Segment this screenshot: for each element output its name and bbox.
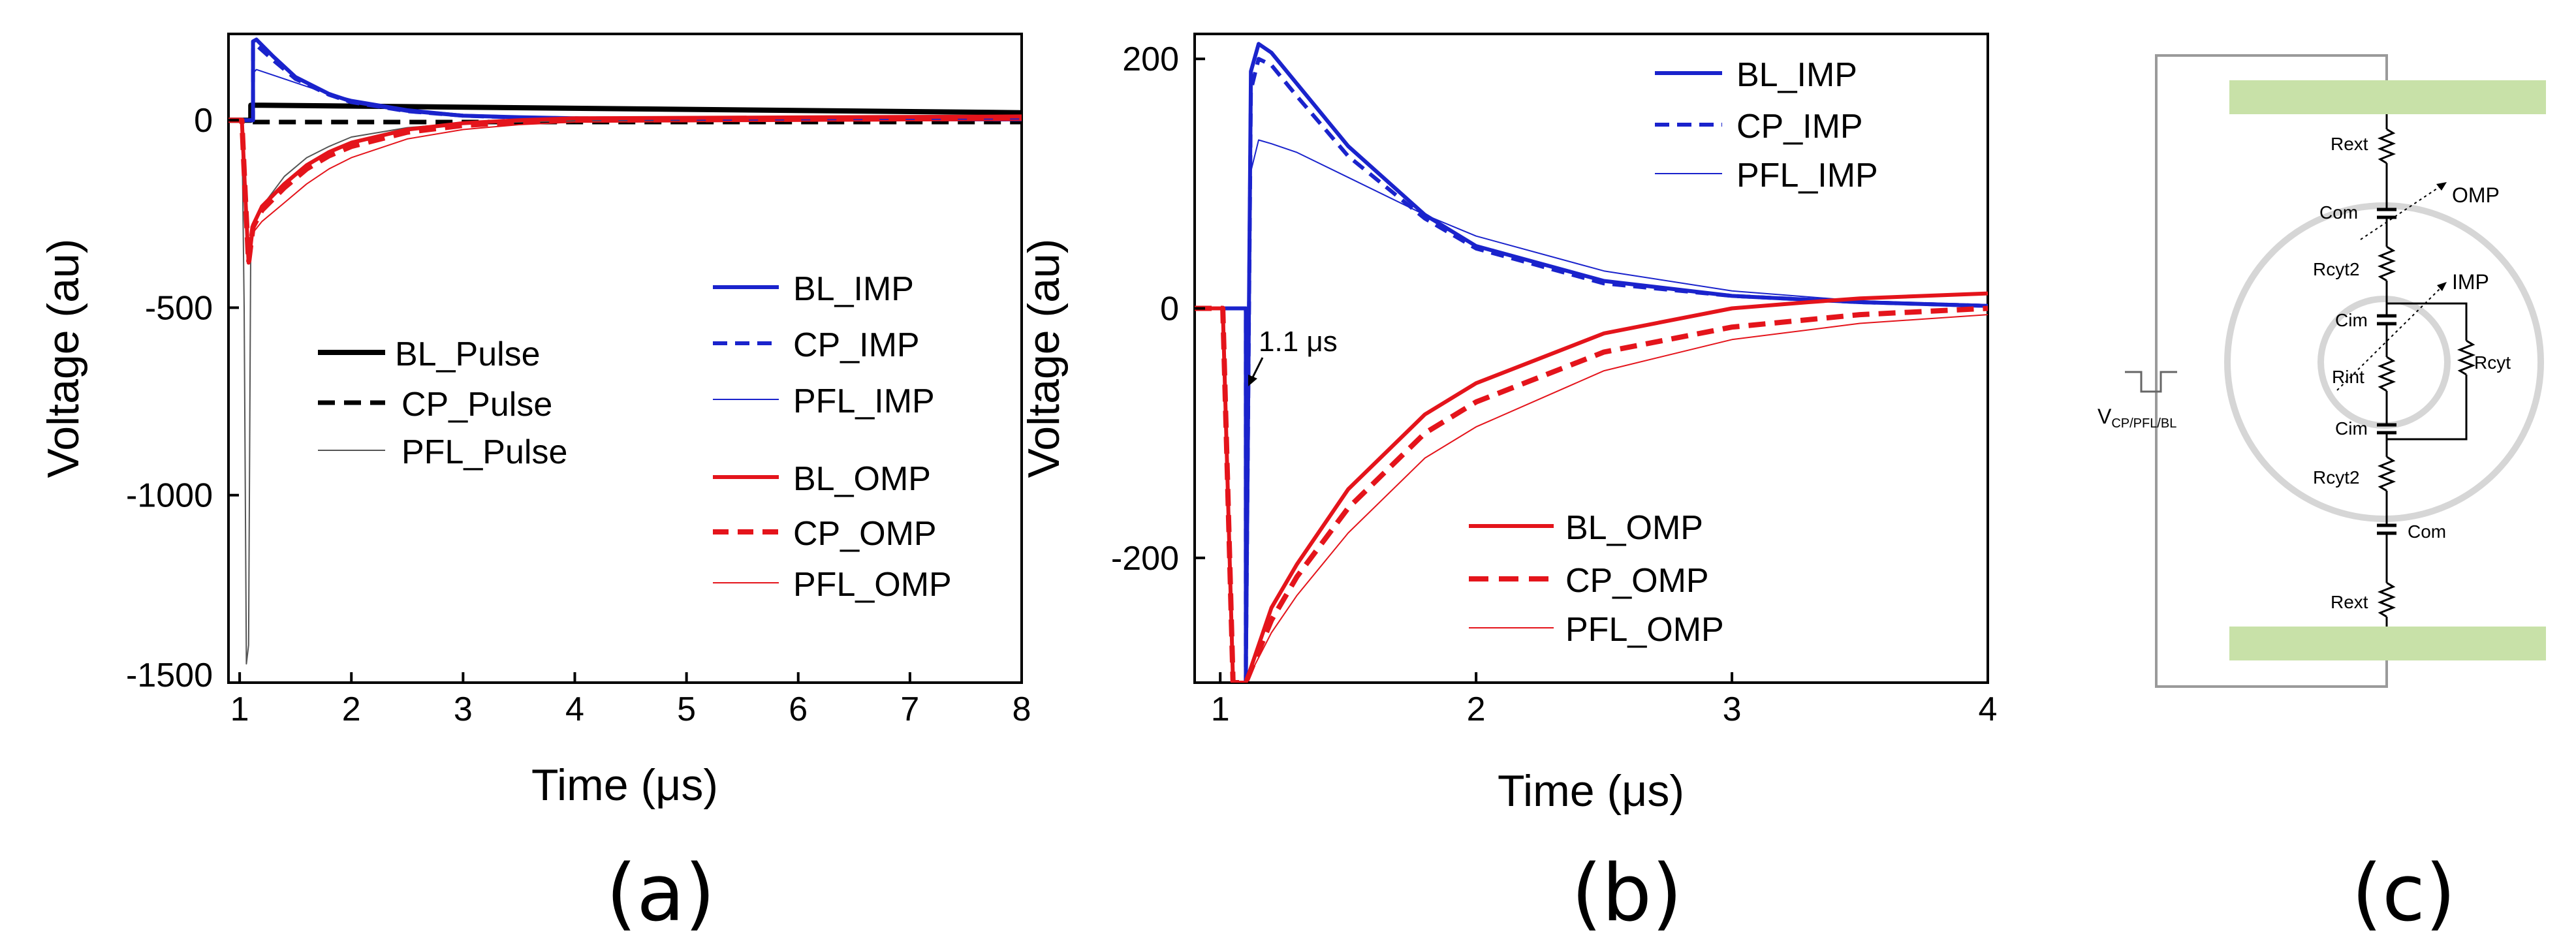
legend-label: PFL_OMP bbox=[1565, 611, 1724, 649]
x-axis-label-a: Time (μs) bbox=[531, 760, 718, 810]
legend-label: CP_IMP bbox=[1736, 108, 1863, 146]
resistor-rint bbox=[2377, 356, 2396, 392]
x-tick-label: 4 bbox=[565, 690, 584, 728]
x-tick-label: 3 bbox=[1723, 690, 1742, 728]
x-tick-label: 4 bbox=[1979, 690, 1998, 728]
label-rcyt: Rcyt bbox=[2474, 352, 2511, 373]
y-tick-label: -1500 bbox=[126, 657, 213, 694]
plot-frame-a bbox=[227, 33, 1023, 684]
circuit-main-branch bbox=[2377, 114, 2476, 627]
resistor-rext-bottom bbox=[2377, 581, 2396, 618]
ticks-a: 1 2 3 4 5 6 7 8 0 -500 -1000 -1500 bbox=[126, 102, 1031, 728]
legend-imp-b: BL_IMP CP_IMP PFL_IMP bbox=[1655, 56, 1878, 194]
imp-arrowhead bbox=[2437, 282, 2447, 291]
y-tick-label: 0 bbox=[194, 102, 213, 140]
legend-pulse: BL_Pulse CP_Pulse PFL_Pulse bbox=[318, 335, 567, 471]
cell-membrane-ring bbox=[2224, 202, 2544, 522]
legend-label: BL_IMP bbox=[793, 270, 914, 308]
legend-label: CP_OMP bbox=[1565, 562, 1709, 600]
legend-label: PFL_IMP bbox=[1736, 157, 1878, 194]
x-tick-label: 8 bbox=[1013, 690, 1031, 728]
legend-imp-omp-a: BL_IMP CP_IMP PFL_IMP BL_OMP CP_OMP PFL_… bbox=[713, 270, 952, 604]
x-axis-label-b: Time (μs) bbox=[1498, 766, 1684, 816]
label-rint: Rint bbox=[2332, 367, 2364, 387]
legend-label: PFL_IMP bbox=[793, 382, 935, 420]
series-line-pfl-omp bbox=[228, 119, 1022, 264]
series-line-pfl-imp bbox=[1195, 139, 1988, 683]
series-b bbox=[1195, 42, 1988, 683]
legend-label: BL_Pulse bbox=[395, 335, 541, 373]
rcyt-branch-bottom bbox=[2387, 375, 2468, 441]
x-tick-label: 2 bbox=[1467, 690, 1486, 728]
legend-label: BL_IMP bbox=[1736, 56, 1857, 94]
series-line-pfl-omp bbox=[1195, 307, 1988, 683]
label-rcyt2-bottom: Rcyt2 bbox=[2313, 467, 2360, 488]
legend-label: BL_OMP bbox=[793, 460, 931, 498]
panel-label-a: (a) bbox=[606, 848, 715, 939]
series-line-cp-imp bbox=[228, 43, 1022, 123]
x-tick-label: 5 bbox=[677, 690, 696, 728]
pulse-source-icon bbox=[2125, 371, 2177, 393]
label-cim-bottom: Cim bbox=[2335, 418, 2368, 439]
electrode-top bbox=[2229, 80, 2546, 114]
label-rext-bottom: Rext bbox=[2331, 592, 2368, 612]
y-tick-label: 0 bbox=[1160, 290, 1179, 328]
y-axis-label-a: Voltage (au) bbox=[39, 239, 88, 478]
annotation-label: 1.1 μs bbox=[1259, 326, 1338, 358]
x-tick-label: 7 bbox=[900, 690, 919, 728]
external-wire bbox=[2155, 54, 2388, 688]
panel-a: 1 2 3 4 5 6 7 8 0 -500 -1000 -1500 Time (μs) Voltag… bbox=[39, 33, 1031, 939]
series-line-pfl-imp bbox=[228, 69, 1022, 121]
y-tick-label: -1000 bbox=[126, 477, 213, 515]
panel-label-b: (b) bbox=[1571, 848, 1682, 939]
label-com-bottom: Com bbox=[2408, 521, 2446, 542]
panel-b: 1 2 3 4 200 0 -200 Time (μs) Voltage (au) 1.1 … bbox=[1019, 33, 1998, 939]
legend-label: BL_OMP bbox=[1565, 509, 1703, 547]
series-line-cp-omp bbox=[228, 116, 1022, 266]
probe-arrows bbox=[2336, 184, 2443, 391]
legend-label: PFL_OMP bbox=[793, 566, 952, 604]
panel-label-c: (c) bbox=[2351, 848, 2456, 939]
resistor-rext-top bbox=[2377, 128, 2396, 164]
x-tick-label: 2 bbox=[342, 690, 361, 728]
resistor-rcyt bbox=[2457, 339, 2476, 376]
label-rext-top: Rext bbox=[2331, 134, 2368, 154]
omp-arrowhead bbox=[2436, 182, 2447, 191]
legend-label: PFL_Pulse bbox=[401, 433, 567, 471]
source-label: VCP/PFL/BL bbox=[2097, 405, 2176, 431]
x-tick-label: 6 bbox=[789, 690, 808, 728]
y-tick-label: -200 bbox=[1111, 540, 1179, 578]
y-tick-label: -500 bbox=[145, 289, 213, 327]
plot-frame-b bbox=[1193, 33, 1989, 684]
y-axis-label-b: Voltage (au) bbox=[1019, 239, 1069, 478]
ticks-b: 1 2 3 4 200 0 -200 bbox=[1111, 40, 1998, 728]
label-imp: IMP bbox=[2452, 270, 2489, 294]
y-tick-label: 200 bbox=[1122, 40, 1179, 78]
x-tick-label: 3 bbox=[454, 690, 473, 728]
label-com-top: Com bbox=[2319, 202, 2358, 223]
annotation-1-1-us: 1.1 μs bbox=[1248, 326, 1338, 386]
electrode-bottom bbox=[2229, 627, 2546, 660]
resistor-rcyt2-bottom bbox=[2377, 456, 2396, 492]
label-rcyt2-top: Rcyt2 bbox=[2313, 259, 2360, 279]
series-a bbox=[228, 37, 1022, 665]
label-cim-top: Cim bbox=[2335, 310, 2368, 330]
panel-c-circuit: VCP/PFL/BL bbox=[2097, 54, 2546, 939]
legend-label: CP_IMP bbox=[793, 326, 920, 364]
legend-omp-b: BL_OMP CP_OMP PFL_OMP bbox=[1469, 509, 1724, 649]
legend-label: CP_OMP bbox=[793, 515, 937, 553]
x-tick-label: 1 bbox=[230, 690, 249, 728]
x-tick-label: 1 bbox=[1211, 690, 1230, 728]
annotation-arrowhead bbox=[1248, 375, 1257, 386]
legend-label: CP_Pulse bbox=[401, 386, 552, 424]
label-omp: OMP bbox=[2452, 183, 2500, 207]
rcyt-branch-top bbox=[2387, 302, 2468, 341]
resistor-rcyt2-top bbox=[2377, 245, 2396, 282]
